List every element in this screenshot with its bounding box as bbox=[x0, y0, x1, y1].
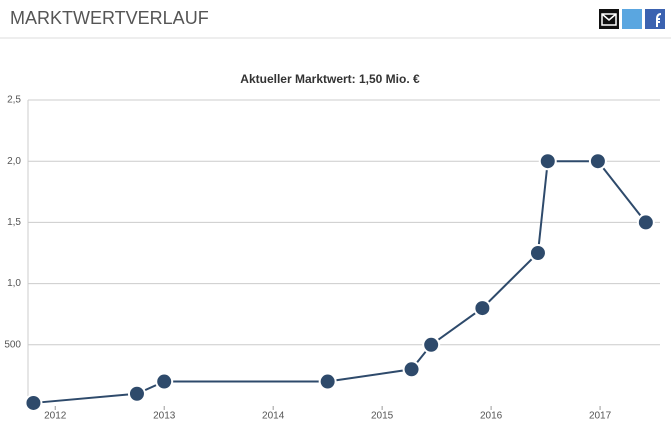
x-tick-label: 2014 bbox=[262, 411, 285, 419]
value-line bbox=[33, 160, 647, 404]
x-tick-label: 2013 bbox=[153, 411, 176, 419]
chart-subtitle: Aktueller Marktwert: 1,50 Mio. € bbox=[240, 72, 420, 86]
club-badge[interactable] bbox=[24, 393, 43, 412]
y-tick-label: 1,0 bbox=[7, 278, 21, 289]
club-badge[interactable] bbox=[155, 372, 174, 391]
club-badge[interactable] bbox=[127, 384, 146, 403]
x-tick-label: 2016 bbox=[480, 411, 503, 419]
x-tick-label: 2015 bbox=[371, 411, 394, 419]
y-tick-label: 1,5 bbox=[7, 217, 21, 228]
email-glyph bbox=[601, 13, 617, 26]
club-badge[interactable] bbox=[588, 152, 607, 171]
share-icons bbox=[599, 9, 665, 29]
header-title: MARKTWERTVERLAUF bbox=[10, 8, 209, 28]
club-badge[interactable] bbox=[318, 372, 337, 391]
club-badge[interactable] bbox=[538, 152, 557, 171]
club-badge[interactable] bbox=[636, 213, 655, 232]
x-tick-label: 2017 bbox=[589, 411, 612, 419]
club-badge[interactable] bbox=[473, 299, 492, 318]
y-tick-label: 2,5 bbox=[7, 95, 21, 106]
y-tick-label: 500 bbox=[4, 339, 21, 350]
y-tick-label: 2,0 bbox=[7, 156, 21, 167]
x-tick-label: 2012 bbox=[44, 411, 67, 419]
club-badge[interactable] bbox=[402, 360, 421, 379]
facebook-icon[interactable] bbox=[645, 9, 665, 29]
club-badge[interactable] bbox=[422, 335, 441, 354]
twitter-icon[interactable] bbox=[622, 9, 642, 29]
club-badge[interactable] bbox=[528, 244, 547, 262]
facebook-glyph bbox=[656, 13, 662, 27]
